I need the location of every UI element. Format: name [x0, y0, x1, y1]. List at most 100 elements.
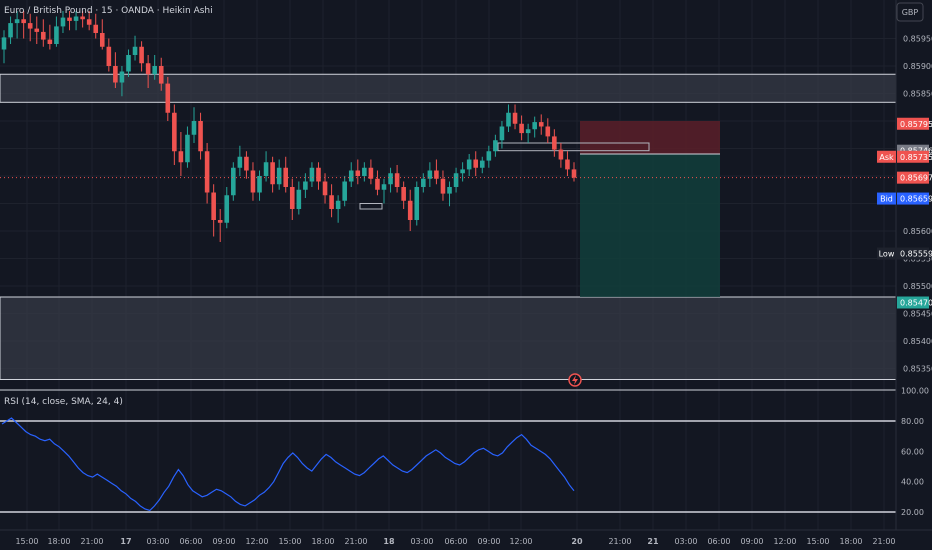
- candle: [113, 52, 118, 88]
- price-tag-box: [897, 150, 929, 163]
- rsi-tick-label: 20.00: [901, 508, 924, 517]
- resistance-zone[interactable]: [0, 73, 897, 103]
- candle: [132, 35, 138, 61]
- candle: [152, 55, 157, 80]
- currency-label: GBP: [902, 8, 919, 17]
- price-tag-box: [897, 117, 929, 130]
- price-tag-box: [897, 247, 929, 260]
- sr-zones[interactable]: [0, 73, 897, 380]
- candle: [329, 184, 334, 218]
- candle-series: [0, 11, 896, 242]
- candle-body: [362, 167, 367, 176]
- candle-body: [54, 26, 59, 44]
- candle: [348, 162, 354, 187]
- time-tick-label: 09:00: [477, 537, 500, 546]
- time-tick-label: 21: [647, 537, 659, 546]
- candle-body: [388, 173, 393, 185]
- candle: [270, 156, 275, 193]
- candle-body: [289, 187, 295, 209]
- time-tick-label: 21:00: [608, 537, 631, 546]
- price-tag-value: 0.85659: [900, 195, 932, 204]
- candle: [303, 173, 308, 198]
- candle-body: [401, 187, 406, 201]
- time-tick-label: 06:00: [444, 537, 467, 546]
- candle-body: [178, 151, 184, 163]
- candle: [211, 184, 216, 237]
- candle-body: [86, 19, 92, 25]
- price-tag-value: 0.85470: [900, 299, 932, 308]
- candle-body: [21, 19, 26, 24]
- candle: [512, 104, 518, 130]
- candle: [316, 162, 321, 190]
- price-tag: 0.85659 Bid: [877, 192, 932, 205]
- rsi-tick-label: 80.00: [901, 417, 924, 426]
- price-tag-value: 0.85697: [900, 174, 932, 183]
- candle-body: [394, 173, 400, 187]
- candle: [204, 143, 210, 204]
- time-tick-label: 06:00: [707, 537, 730, 546]
- candle: [54, 16, 59, 47]
- currency-button[interactable]: GBP: [896, 2, 924, 22]
- time-tick-label: 18:00: [311, 537, 334, 546]
- candle: [381, 178, 387, 204]
- time-tick-label: 09:00: [740, 537, 763, 546]
- range-box-drawing[interactable]: [359, 203, 383, 210]
- candle-body: [473, 159, 479, 168]
- stop-loss-area[interactable]: [580, 121, 720, 154]
- price-tag-value: 0.85735: [900, 153, 932, 162]
- price-tag: 0.85795: [897, 117, 932, 130]
- candle-body: [316, 167, 321, 182]
- candle-body: [525, 129, 531, 134]
- candle-body: [303, 181, 308, 190]
- candle-body: [158, 66, 164, 84]
- candle-body: [348, 170, 354, 182]
- range-box-drawing[interactable]: [497, 142, 650, 152]
- support-zone[interactable]: [0, 296, 897, 380]
- lightning-icon[interactable]: [568, 373, 582, 387]
- candle-body: [257, 176, 262, 193]
- candle-body: [41, 31, 46, 40]
- candle: [545, 118, 551, 143]
- candle-body: [545, 126, 551, 137]
- candle: [427, 162, 433, 187]
- candle: [368, 159, 374, 185]
- rsi-tick-label: 100.00: [901, 387, 929, 396]
- candle-body: [447, 187, 452, 194]
- price-tag: 0.85735 Ask: [877, 150, 932, 163]
- candle-body: [224, 195, 230, 223]
- time-tick-label: 17: [120, 537, 131, 546]
- candle-body: [440, 178, 446, 194]
- price-tag-value: 0.85559: [900, 250, 932, 259]
- candle-body: [453, 173, 459, 187]
- candle: [93, 13, 99, 39]
- candle-body: [486, 151, 492, 161]
- price-tag-box: [897, 171, 929, 184]
- candle: [178, 132, 184, 176]
- candle: [571, 162, 577, 182]
- price-tag-label-box: [877, 150, 896, 163]
- candle: [73, 11, 79, 31]
- take-profit-area[interactable]: [580, 154, 720, 297]
- candle-body: [276, 167, 282, 185]
- candle: [67, 11, 72, 31]
- short-position-tool[interactable]: [359, 121, 720, 297]
- candle: [434, 159, 439, 185]
- time-tick-label: 20: [571, 537, 583, 546]
- candle-body: [519, 123, 524, 134]
- candle: [198, 112, 203, 160]
- candle: [244, 151, 249, 179]
- candle-body: [8, 23, 13, 38]
- candle: [394, 165, 400, 193]
- rsi-axis[interactable]: 100.00 80.00 60.00 40.00 20.00: [901, 387, 929, 517]
- candle: [473, 151, 479, 176]
- candle: [34, 16, 40, 44]
- candle-body: [493, 140, 498, 152]
- candle-body: [427, 170, 433, 179]
- time-tick-label: 18:00: [47, 537, 70, 546]
- time-axis[interactable]: 15:00 18:00 21:00 17 03:00 06:00 09:00 12:00 15:…: [15, 537, 895, 546]
